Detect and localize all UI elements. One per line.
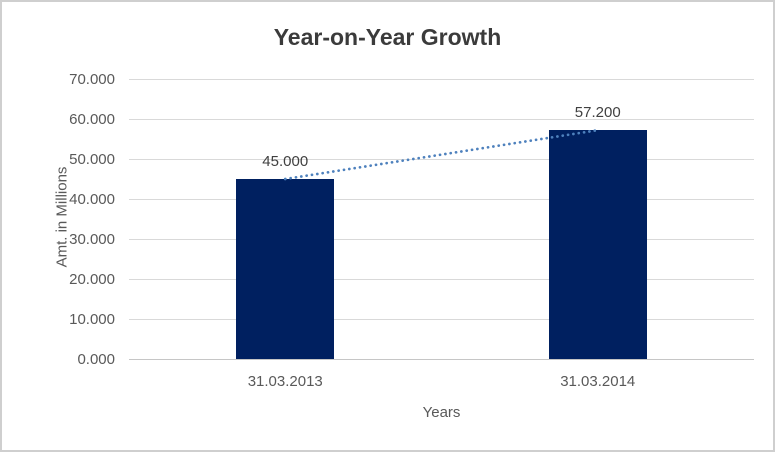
y-gridline: [129, 238, 754, 240]
data-label: 57.200: [574, 104, 621, 122]
trendline: [283, 128, 600, 181]
y-axis-title: Amt. in Millions: [53, 166, 71, 268]
y-gridline: [129, 78, 754, 80]
y-tick-label: 60.000: [69, 110, 115, 128]
x-tick-label: 31.03.2013: [247, 373, 323, 390]
x-tick-label: 31.03.2014: [560, 373, 636, 390]
y-tick-label: 40.000: [69, 190, 115, 208]
plot-area: 45.000 57.200: [129, 78, 754, 360]
y-gridline: [129, 278, 754, 280]
y-tick-label: 50.000: [69, 150, 115, 168]
y-gridline: [129, 198, 754, 200]
bar-31.03.2013: [236, 179, 335, 359]
y-tick-label: 0.000: [77, 350, 115, 368]
y-tick-label: 30.000: [69, 230, 115, 248]
y-tick-label: 10.000: [69, 310, 115, 328]
y-tick-label: 70.000: [69, 70, 115, 88]
x-axis-title: Years: [422, 404, 461, 421]
x-axis-line: [129, 359, 754, 360]
chart-title: Year-on-Year Growth: [273, 24, 502, 50]
data-label: 45.000: [262, 153, 309, 170]
y-tick-label: 20.000: [69, 270, 115, 288]
bar-31.03.2014: [548, 130, 647, 359]
y-gridline: [129, 118, 754, 120]
y-gridline: [129, 318, 754, 320]
y-gridline: [129, 158, 754, 160]
